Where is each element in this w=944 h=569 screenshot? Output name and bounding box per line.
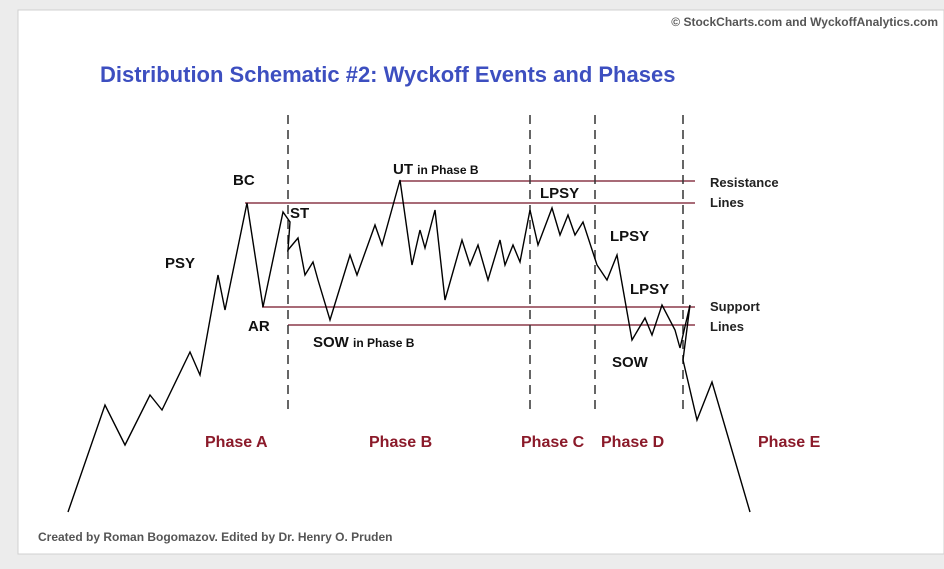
credit: Created by Roman Bogomazov. Edited by Dr… <box>38 530 393 544</box>
line-label: Lines <box>710 195 744 210</box>
line-label: Resistance <box>710 175 779 190</box>
phase-dividers <box>287 115 684 415</box>
phase-label: Phase C <box>521 434 585 451</box>
event-label: SOW <box>612 354 649 371</box>
copyright: © StockCharts.com and WyckoffAnalytics.c… <box>671 15 938 29</box>
price-path <box>67 179 751 513</box>
event-label: PSY <box>165 255 195 272</box>
event-label: ST <box>290 205 309 222</box>
phase-label: Phase A <box>205 434 268 451</box>
event-name: UT <box>393 161 413 178</box>
card <box>17 9 944 555</box>
event-label: UT in Phase B <box>393 161 479 178</box>
event-label: SOW in Phase B <box>313 334 415 351</box>
event-label: LPSY <box>610 228 649 245</box>
event-label: LPSY <box>540 185 579 202</box>
event-label: LPSY <box>630 281 669 298</box>
title: Distribution Schematic #2: Wyckoff Event… <box>100 62 675 87</box>
phase-label: Phase B <box>369 434 432 451</box>
event-note: in Phase B <box>417 163 479 177</box>
event-name: SOW <box>313 334 350 351</box>
event-label: BC <box>233 172 255 189</box>
phase-label: Phase D <box>601 434 664 451</box>
line-label: Support <box>710 299 760 314</box>
phase-label: Phase E <box>758 434 821 451</box>
event-note: in Phase B <box>353 336 415 350</box>
line-label: Lines <box>710 319 744 334</box>
event-label: AR <box>248 318 270 335</box>
